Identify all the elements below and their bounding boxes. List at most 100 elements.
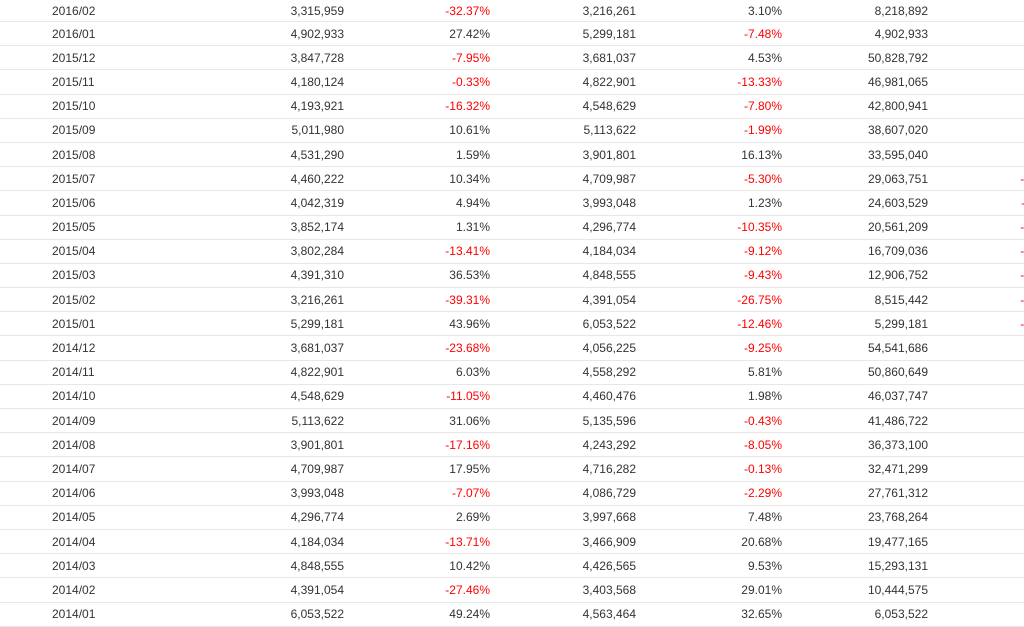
change-1-cell: 27.42% <box>344 21 490 47</box>
change-3-cell: -3.48% <box>928 0 1024 22</box>
change-2-cell: -8.05% <box>636 432 782 458</box>
value-1-cell: 3,847,728 <box>127 45 344 71</box>
value-2-cell: 4,460,476 <box>490 384 636 410</box>
change-2-cell: -26.75% <box>636 287 782 313</box>
month-cell: 2014/04 <box>0 529 127 555</box>
table-row: 2015/10 4,193,921 -16.32% 4,548,629 -7.80% 42… <box>0 94 1024 119</box>
table-row: 2015/02 3,216,261 -39.31% 4,391,054 -26.75% 8… <box>0 287 1024 313</box>
value-2-cell: 3,901,801 <box>490 142 636 168</box>
change-2-cell: -9.43% <box>636 263 782 289</box>
value-1-cell: 4,391,310 <box>127 263 344 289</box>
change-2-cell: 4.53% <box>636 45 782 71</box>
value-2-cell: 4,243,292 <box>490 432 636 458</box>
value-2-cell: 4,296,774 <box>490 215 636 240</box>
change-3-cell: 22.80% <box>928 529 1024 555</box>
value-1-cell: 5,113,622 <box>127 408 344 434</box>
value-1-cell: 5,011,980 <box>127 118 344 143</box>
value-3-cell: 8,218,892 <box>782 0 928 22</box>
table-row: 2014/10 4,548,629 -11.05% 4,460,476 1.98% 46,… <box>0 384 1024 410</box>
value-3-cell: 29,063,751 <box>782 166 928 192</box>
change-3-cell: -11.37% <box>928 190 1024 216</box>
table-row: 2016/01 4,902,933 27.42% 5,299,181 -7.48% 4,9… <box>0 21 1024 47</box>
change-1-cell: -13.71% <box>344 529 490 555</box>
value-1-cell: 3,681,037 <box>127 335 344 361</box>
change-2-cell: -0.43% <box>636 408 782 434</box>
table-row: 2014/06 3,993,048 -7.07% 4,086,729 -2.29% 27,… <box>0 481 1024 506</box>
month-cell: 2015/02 <box>0 287 127 313</box>
value-1-cell: 4,460,222 <box>127 166 344 192</box>
change-1-cell: 2.69% <box>344 505 490 530</box>
value-2-cell: 3,681,037 <box>490 45 636 71</box>
month-cell: 2014/06 <box>0 481 127 506</box>
change-3-cell: -7.64% <box>928 142 1024 168</box>
month-cell: 2015/03 <box>0 263 127 289</box>
value-3-cell: 5,299,181 <box>782 311 928 337</box>
change-2-cell: -7.80% <box>636 94 782 119</box>
value-3-cell: 42,800,941 <box>782 94 928 119</box>
value-3-cell: 8,515,442 <box>782 287 928 313</box>
value-2-cell: 4,563,464 <box>490 602 636 627</box>
change-2-cell: 1.98% <box>636 384 782 410</box>
value-2-cell: 3,993,048 <box>490 190 636 216</box>
value-2-cell: 4,391,054 <box>490 287 636 313</box>
change-2-cell: 16.13% <box>636 142 782 168</box>
change-3-cell: 13.29% <box>928 456 1024 482</box>
change-1-cell: 4.94% <box>344 190 490 216</box>
change-1-cell: -7.95% <box>344 45 490 71</box>
value-1-cell: 4,042,319 <box>127 190 344 216</box>
value-2-cell: 4,184,034 <box>490 239 636 264</box>
month-cell: 2015/05 <box>0 215 127 240</box>
change-1-cell: -7.07% <box>344 481 490 506</box>
value-2-cell: 4,558,292 <box>490 360 636 385</box>
month-cell: 2014/01 <box>0 602 127 627</box>
table-row: 2014/09 5,113,622 31.06% 5,135,596 -0.43% 41,… <box>0 408 1024 434</box>
value-1-cell: 4,531,290 <box>127 142 344 168</box>
value-2-cell: 5,299,181 <box>490 21 636 47</box>
change-2-cell: -0.13% <box>636 456 782 482</box>
change-3-cell: 10.54% <box>928 432 1024 458</box>
change-3-cell: 23.40% <box>928 553 1024 579</box>
change-1-cell: -23.68% <box>344 335 490 361</box>
month-cell: 2014/11 <box>0 360 127 385</box>
value-1-cell: 4,391,054 <box>127 577 344 603</box>
change-3-cell: -12.46% <box>928 311 1024 337</box>
table-row: 2015/08 4,531,290 1.59% 3,901,801 16.13% 33,5… <box>0 142 1024 168</box>
change-2-cell: 9.53% <box>636 553 782 579</box>
table-row: 2015/11 4,180,124 -0.33% 4,822,901 -13.33% 46… <box>0 69 1024 95</box>
change-3-cell: -7.48% <box>928 21 1024 47</box>
value-3-cell: 36,373,100 <box>782 432 928 458</box>
month-cell: 2014/10 <box>0 384 127 410</box>
change-1-cell: -13.41% <box>344 239 490 264</box>
change-2-cell: -13.33% <box>636 69 782 95</box>
value-2-cell: 5,135,596 <box>490 408 636 434</box>
value-2-cell: 3,216,261 <box>490 0 636 22</box>
value-3-cell: 23,768,264 <box>782 505 928 530</box>
value-1-cell: 3,315,959 <box>127 0 344 22</box>
change-3-cell: 9.06% <box>928 408 1024 434</box>
value-3-cell: 15,293,131 <box>782 553 928 579</box>
table-row: 2015/09 5,011,980 10.61% 5,113,622 -1.99% 38,… <box>0 118 1024 143</box>
value-3-cell: 46,037,747 <box>782 384 928 410</box>
table-row: 2014/05 4,296,774 2.69% 3,997,668 7.48% 23,76… <box>0 505 1024 530</box>
change-1-cell: -32.37% <box>344 0 490 22</box>
change-3-cell: 31.10% <box>928 577 1024 603</box>
value-3-cell: 6,053,522 <box>782 602 928 627</box>
change-3-cell: 32.65% <box>928 602 1024 627</box>
table-row: 2014/01 6,053,522 49.24% 4,563,464 32.65% 6,0… <box>0 602 1024 627</box>
value-1-cell: 3,852,174 <box>127 215 344 240</box>
value-2-cell: 3,403,568 <box>490 577 636 603</box>
change-2-cell: -9.12% <box>636 239 782 264</box>
change-2-cell: -5.30% <box>636 166 782 192</box>
value-1-cell: 3,993,048 <box>127 481 344 506</box>
change-1-cell: -16.32% <box>344 94 490 119</box>
change-3-cell: -13.49% <box>928 215 1024 240</box>
change-3-cell: 8.07% <box>928 360 1024 385</box>
change-2-cell: -1.99% <box>636 118 782 143</box>
value-2-cell: 4,426,565 <box>490 553 636 579</box>
change-1-cell: -11.05% <box>344 384 490 410</box>
month-cell: 2014/02 <box>0 577 127 603</box>
change-3-cell: -14.21% <box>928 239 1024 264</box>
change-3-cell: -6.94% <box>928 118 1024 143</box>
table-row: 2015/05 3,852,174 1.31% 4,296,774 -10.35% 20,… <box>0 215 1024 240</box>
